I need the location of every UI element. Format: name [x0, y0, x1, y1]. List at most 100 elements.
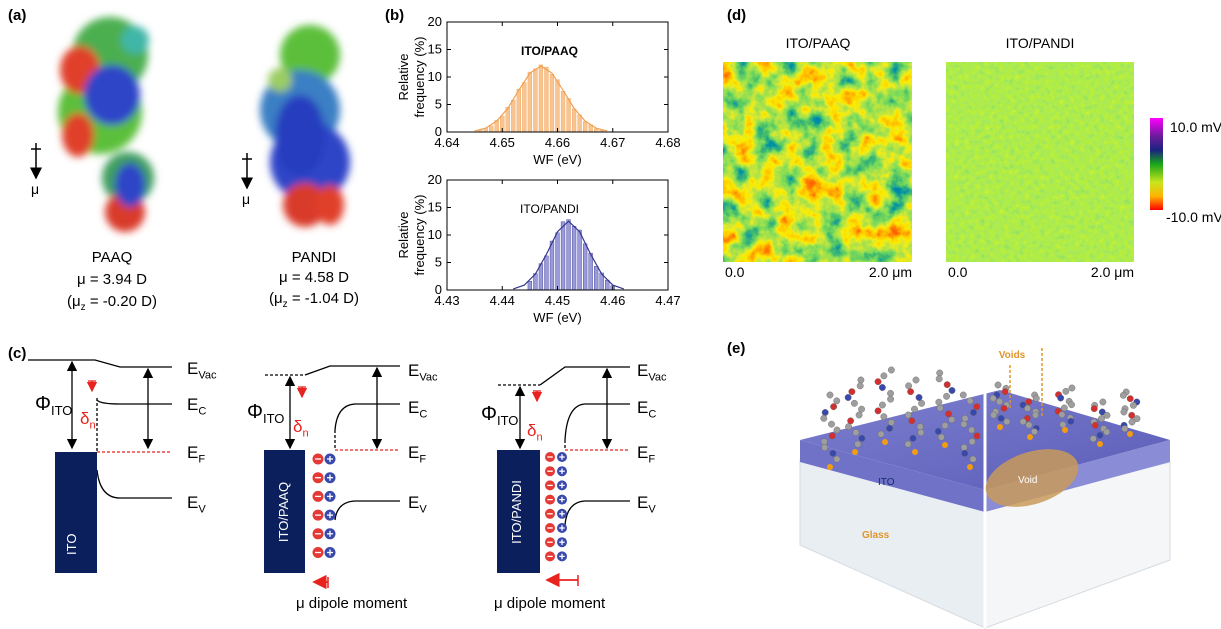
panel-label: (c)	[8, 345, 26, 362]
atom	[935, 375, 943, 383]
bar	[582, 243, 588, 291]
atom	[833, 455, 841, 463]
atom	[855, 411, 863, 419]
atom	[943, 392, 950, 400]
atom	[887, 395, 894, 403]
atom	[1057, 394, 1065, 402]
symbol-main: E	[637, 398, 648, 417]
atom	[880, 413, 888, 421]
x-tick-label: 4.65	[490, 135, 515, 150]
symbol: EC	[408, 398, 427, 420]
chart-title: ITO/PANDI	[520, 202, 579, 216]
atom	[848, 388, 856, 396]
atom	[833, 426, 841, 434]
symbol: EVac	[637, 361, 667, 383]
atom	[904, 411, 912, 419]
anchor-atom	[912, 449, 918, 455]
subscript: V	[198, 503, 206, 515]
atom	[936, 369, 944, 377]
molecule-paaq	[58, 17, 154, 232]
atom	[858, 405, 865, 413]
atom	[968, 426, 976, 434]
atom	[833, 397, 841, 405]
symbol: δn	[527, 421, 543, 443]
y-axis-label: frequency (%)	[412, 195, 427, 276]
atom	[1059, 421, 1067, 429]
annotation: Void	[1018, 475, 1037, 486]
symbol-main: E	[408, 493, 419, 512]
atom	[997, 414, 1005, 422]
symbol: EC	[637, 398, 656, 420]
bar	[560, 91, 566, 133]
y-tick-label: 0	[435, 124, 442, 139]
text: = -0.20 D)	[86, 293, 157, 310]
atom	[996, 398, 1003, 406]
atom	[844, 394, 852, 401]
atom	[878, 384, 886, 391]
atom	[948, 387, 956, 394]
subscript: z	[81, 302, 86, 313]
electrode-label: ITO/PANDI	[509, 480, 524, 544]
bar	[577, 229, 582, 291]
atom	[847, 417, 855, 425]
bar	[511, 99, 516, 133]
atom	[911, 405, 918, 413]
atom	[874, 378, 882, 386]
x-tick-label: 4.64	[434, 135, 459, 150]
atom	[1024, 404, 1031, 412]
atom	[1096, 431, 1104, 439]
bar	[527, 281, 533, 291]
symbol-main: E	[408, 361, 419, 380]
atom	[1119, 391, 1127, 399]
atom	[1032, 394, 1040, 402]
atom	[970, 409, 977, 416]
anchor-atom	[942, 442, 948, 448]
atom	[821, 409, 829, 416]
atom	[1120, 408, 1128, 416]
histograms: 4.64 4.65 4.66 4.67 4.68 0 5 10 15 20 ITO/PAAQ WF (…	[396, 14, 681, 325]
atom	[948, 416, 956, 424]
y-tick-label: 5	[435, 97, 442, 112]
symbol: δn	[293, 417, 309, 439]
symbol: EV	[637, 493, 656, 515]
anchor-atom	[967, 464, 973, 470]
symbol: EV	[187, 493, 206, 515]
map-axis-label: 0.0	[948, 264, 968, 280]
electrode	[264, 450, 305, 573]
atom	[1133, 415, 1141, 423]
bar	[577, 114, 582, 133]
subscript: ITO	[497, 413, 518, 428]
atom	[1025, 421, 1033, 429]
electrode-label: ITO/PAAQ	[276, 482, 291, 542]
y-tick-label: 10	[428, 69, 442, 84]
symbol: ΦITO	[35, 393, 72, 418]
atom	[908, 417, 916, 425]
symbol-main: δ	[293, 417, 302, 436]
annotation: Voids	[999, 350, 1026, 361]
bar	[555, 232, 560, 291]
device-sketch	[799, 348, 1171, 629]
subscript: n	[89, 419, 95, 431]
chart-title: ITO/PAAQ	[521, 44, 578, 58]
map-axis-label: 2.0 μm	[869, 264, 912, 280]
atom	[1068, 384, 1076, 392]
atom	[916, 423, 924, 431]
y-axis-label: frequency (%)	[412, 37, 427, 118]
molecule-name: PAAQ	[92, 249, 133, 266]
symbol-main: E	[187, 359, 198, 378]
map-axis-label: 2.0 μm	[1091, 264, 1134, 280]
colorbar	[1150, 118, 1163, 210]
bar	[544, 255, 549, 291]
y-axis-label: Relative	[396, 54, 411, 101]
atom	[880, 372, 888, 380]
atom	[935, 398, 943, 406]
bar	[549, 240, 555, 291]
atom	[961, 414, 969, 422]
y-axis-label: Relative	[396, 212, 411, 259]
bar	[549, 74, 555, 133]
atom	[904, 440, 912, 448]
kpfm-map	[723, 62, 912, 262]
map-title: ITO/PAAQ	[786, 35, 851, 51]
subscript: n	[536, 431, 542, 443]
